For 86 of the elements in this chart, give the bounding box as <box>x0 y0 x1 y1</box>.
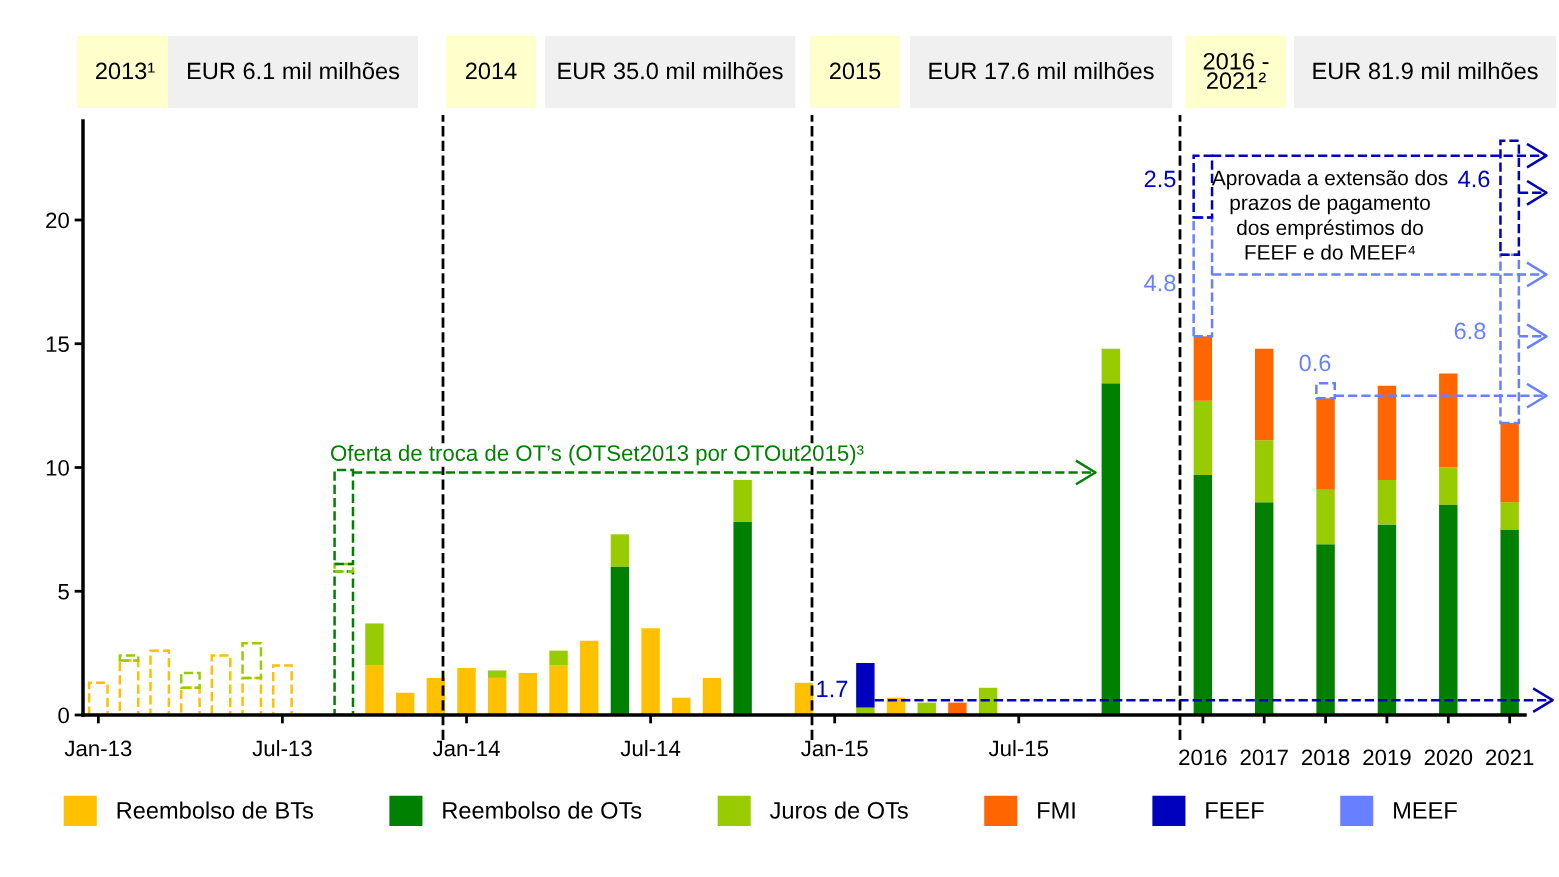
bar <box>1377 479 1397 525</box>
bar <box>210 654 232 715</box>
bar <box>549 665 568 715</box>
x-tick-label: Jul-15 <box>988 740 1049 757</box>
text: 2014 <box>465 62 517 80</box>
bar <box>179 671 201 690</box>
text: EUR 35.0 mil milhões <box>558 62 783 80</box>
bar <box>1377 385 1397 480</box>
bar <box>118 659 140 715</box>
bar <box>241 641 263 680</box>
y-tick-label: 15 <box>46 336 69 353</box>
bar <box>518 672 538 715</box>
bar <box>1500 529 1519 715</box>
legend-label: FEEF <box>1206 802 1264 819</box>
bar <box>365 665 384 715</box>
bar <box>333 562 355 573</box>
text: 2015 <box>829 62 881 80</box>
y-tick-label: 5 <box>58 584 69 600</box>
bar <box>1316 544 1335 715</box>
bar <box>733 479 752 522</box>
text: EUR 81.9 mil milhões <box>1313 62 1538 80</box>
y-tick-label: 0 <box>58 707 69 724</box>
bar <box>1193 400 1213 475</box>
bar <box>1316 398 1335 490</box>
bar <box>1500 422 1519 503</box>
bar <box>1255 440 1274 503</box>
annotation: 1.7 <box>817 680 848 698</box>
bar <box>641 628 660 715</box>
bar <box>179 686 201 715</box>
bar <box>1377 524 1397 715</box>
bar <box>333 570 355 715</box>
annotation: 2.5 <box>1144 170 1176 188</box>
bar <box>365 623 384 666</box>
bar <box>1255 502 1274 715</box>
text: EUR 17.6 mil milhões <box>929 62 1154 80</box>
x-tick-label: 2019 <box>1363 749 1411 766</box>
bar <box>241 676 263 715</box>
bar <box>610 566 630 715</box>
bar <box>1500 502 1519 530</box>
bar <box>733 521 752 715</box>
x-tick-label: 2018 <box>1301 749 1350 766</box>
annotation: 6.8 <box>1454 322 1486 340</box>
legend-label: Reembolso de OTs <box>443 801 642 819</box>
x-tick-label: Jul-14 <box>620 740 681 757</box>
bar <box>1193 336 1213 401</box>
x-tick-label: Jul-13 <box>252 740 312 757</box>
bar <box>1316 489 1335 545</box>
bar <box>1101 348 1121 384</box>
x-tick-label: Jan-13 <box>64 740 132 757</box>
x-tick-label: 2021 <box>1486 749 1534 766</box>
bar <box>457 667 476 715</box>
x-tick-label: 2020 <box>1424 749 1473 766</box>
annotation: Aprovada a extensão dos prazos de pagamento dos empréstimos do FEEF e do MEEF⁴ <box>1211 170 1448 260</box>
annotation: 0.6 <box>1299 354 1331 372</box>
legend-label: MEEF <box>1394 802 1457 819</box>
legend-label: Juros de OTs <box>769 801 908 819</box>
text: 2016 - 2021² <box>1203 52 1269 90</box>
bar <box>118 654 140 662</box>
bar <box>580 640 599 715</box>
bar <box>487 670 507 678</box>
bar <box>149 649 171 715</box>
text: EUR 6.1 mil milhões <box>188 62 400 80</box>
bar <box>271 664 293 715</box>
bar <box>610 534 630 567</box>
bar <box>549 650 568 666</box>
x-tick-label: Jan-14 <box>432 740 500 757</box>
bar <box>87 681 109 715</box>
bar <box>1439 373 1458 468</box>
bar <box>1439 467 1458 505</box>
annotation: Oferta de troca de OT’s (OTSet2013 por OTOut2015)³ <box>331 444 864 466</box>
legend-label: FMI <box>1038 802 1075 819</box>
y-tick-label: 20 <box>46 212 69 229</box>
x-tick-label: 2016 <box>1179 749 1227 766</box>
text: 2013¹ <box>96 62 155 80</box>
bar <box>1255 348 1274 441</box>
annotation: 4.8 <box>1144 274 1176 292</box>
bar <box>1193 474 1213 715</box>
annotation: 4.6 <box>1458 170 1490 188</box>
bar <box>702 677 722 715</box>
bar <box>1101 383 1121 715</box>
bar <box>487 677 507 715</box>
x-tick-label: Jan-15 <box>801 740 868 757</box>
bar <box>1439 504 1458 715</box>
legend-label: Reembolso de BTs <box>117 801 313 819</box>
x-tick-label: 2017 <box>1240 749 1288 766</box>
y-tick-label: 10 <box>46 460 69 476</box>
